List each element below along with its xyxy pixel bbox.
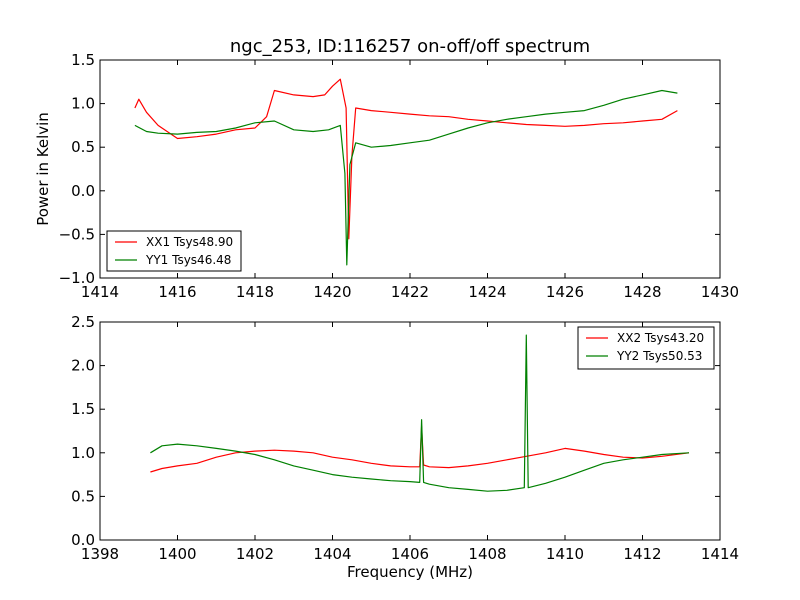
x-tick-label: 1420 bbox=[313, 283, 351, 301]
series-group bbox=[134, 78, 678, 266]
y-axis-label: Power in Kelvin bbox=[34, 112, 52, 226]
y-tick-label: 0.0 bbox=[71, 182, 95, 200]
y-tick-label: 1.0 bbox=[71, 95, 95, 113]
x-tick-label: 1422 bbox=[391, 283, 429, 301]
x-tick-label: 1416 bbox=[158, 283, 196, 301]
y-tick-label: −0.5 bbox=[59, 225, 95, 243]
y-tick-label: 1.5 bbox=[71, 51, 95, 69]
series-line-yy2 bbox=[150, 334, 690, 492]
x-tick-label: 1400 bbox=[158, 545, 196, 563]
legend-label: YY2 Tsys50.53 bbox=[616, 349, 702, 363]
y-tick-label: 1.5 bbox=[71, 400, 95, 418]
x-tick-label: 1398 bbox=[81, 545, 119, 563]
legend-box bbox=[106, 230, 242, 272]
legend-label: XX1 Tsys48.90 bbox=[146, 235, 233, 249]
x-tick-label: 1424 bbox=[468, 283, 506, 301]
x-tick-label: 1406 bbox=[391, 545, 429, 563]
bottom-panel: 1398 1400 1402 1404 1406 1408 1410 1412 1414 0.0 0… bbox=[71, 313, 739, 581]
legend-label: YY1 Tsys46.48 bbox=[145, 253, 231, 267]
y-tick-label: 2.0 bbox=[71, 357, 95, 375]
y-tick-label: 1.0 bbox=[71, 444, 95, 462]
legend-label: XX2 Tsys43.20 bbox=[617, 331, 704, 345]
chart-title: ngc_253, ID:116257 on-off/off spectrum bbox=[230, 36, 590, 57]
series-line-yy1 bbox=[134, 89, 678, 266]
y-tick-label: 0.5 bbox=[71, 138, 95, 156]
x-tick-label: 1418 bbox=[236, 283, 274, 301]
y-tick-label: 0.0 bbox=[71, 531, 95, 549]
x-tick-label: 1428 bbox=[623, 283, 661, 301]
x-tick-label: 1426 bbox=[546, 283, 584, 301]
x-axis-label: Frequency (MHz) bbox=[347, 563, 473, 581]
y-tick-label: 2.5 bbox=[71, 313, 95, 331]
x-tick-label: 1402 bbox=[236, 545, 274, 563]
top-panel: 1414 1416 1418 1420 1422 1424 1426 1428 1430 −1.0… bbox=[34, 36, 739, 301]
x-tick-label: 1412 bbox=[623, 545, 661, 563]
x-tick-label: 1430 bbox=[701, 283, 739, 301]
series-group bbox=[150, 334, 690, 492]
legend: XX2 Tsys43.20 YY2 Tsys50.53 bbox=[577, 326, 715, 370]
x-tick-label: 1404 bbox=[313, 545, 351, 563]
x-tick-label: 1414 bbox=[701, 545, 739, 563]
x-tick-label: 1408 bbox=[468, 545, 506, 563]
y-tick-label: −1.0 bbox=[59, 269, 95, 287]
x-tick-label: 1414 bbox=[81, 283, 119, 301]
legend-box bbox=[577, 326, 715, 370]
y-tick-label: 0.5 bbox=[71, 487, 95, 505]
x-tick-label: 1410 bbox=[546, 545, 584, 563]
legend: XX1 Tsys48.90 YY1 Tsys46.48 bbox=[106, 230, 242, 272]
